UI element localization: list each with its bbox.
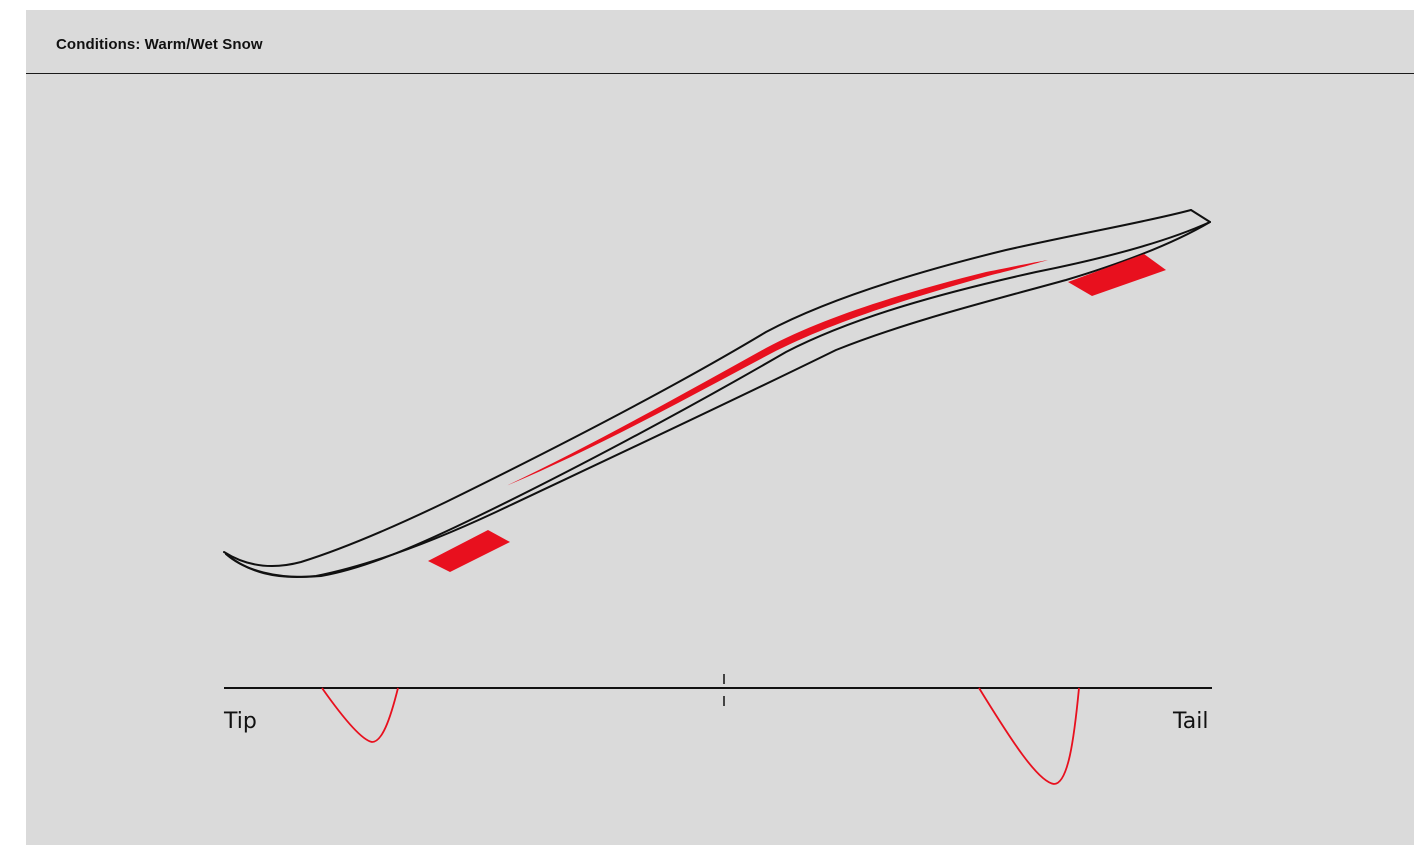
camber-highlight [506,260,1048,486]
tip-label: Tip [223,709,257,734]
ski-flex-diagram: Tip Tail [223,209,1212,785]
tail-label: Tail [1172,709,1209,734]
ski-middle-edge [225,221,1211,578]
pressure-profile: Tip Tail [223,674,1212,785]
ski-shape [223,209,1211,578]
glide-wax-zones [428,254,1166,572]
tip-pressure-curve [321,687,399,743]
tail-pressure-curve [978,687,1080,785]
ski-tip-end [1190,209,1211,223]
tail-wax-zone [1068,254,1166,296]
tip-wax-zone [428,530,510,572]
header-bar: Conditions: Warm/Wet Snow [26,10,1414,74]
conditions-title: Conditions: Warm/Wet Snow [56,36,263,53]
diagram-panel: Conditions: Warm/Wet Snow Tip Tail [26,10,1414,845]
ski-bottom-edge [225,221,1211,578]
ski-top-edge [223,209,1192,568]
